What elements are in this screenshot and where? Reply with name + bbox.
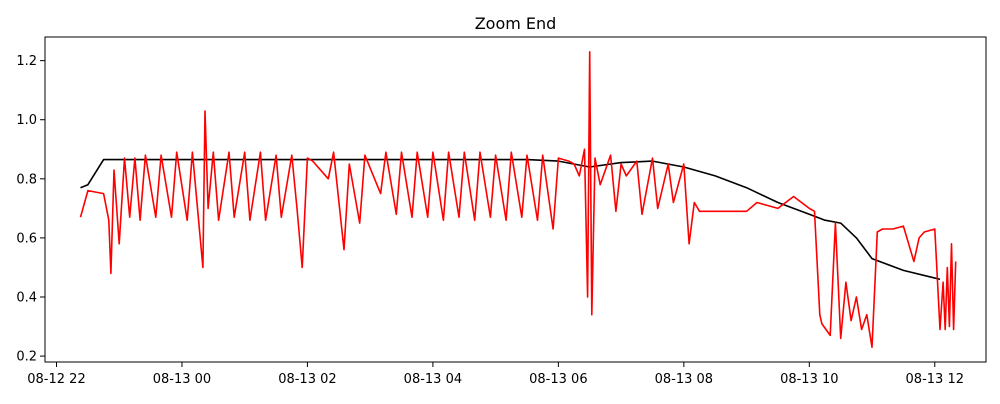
series-line-0	[80, 158, 941, 281]
y-tick-label: 1.0	[16, 113, 37, 128]
series-line-1	[79, 50, 957, 349]
y-tick-label: 0.6	[16, 231, 37, 246]
x-tick-label: 08-13 10	[780, 372, 838, 387]
y-axis: 0.2 0.4 0.6 0.8 1.0 1.2	[16, 54, 45, 365]
x-tick-label: 08-13 06	[529, 372, 587, 387]
x-tick-label: 08-13 04	[404, 372, 462, 387]
plot-frame	[44, 36, 987, 363]
x-axis: 08-12 22 08-13 00 08-13 02 08-13 04 08-13 06…	[27, 362, 964, 387]
x-tick-label: 08-13 00	[153, 372, 211, 387]
chart-title: Zoom End	[475, 14, 557, 33]
x-tick-label: 08-13 02	[278, 372, 336, 387]
y-tick-label: 0.8	[16, 172, 37, 187]
y-tick-label: 0.4	[16, 291, 37, 306]
y-tick-label: 1.2	[16, 54, 37, 69]
x-tick-label: 08-13 08	[655, 372, 713, 387]
x-tick-label: 08-13 12	[906, 372, 964, 387]
y-tick-label: 0.2	[16, 350, 37, 365]
x-tick-label: 08-12 22	[27, 372, 85, 387]
